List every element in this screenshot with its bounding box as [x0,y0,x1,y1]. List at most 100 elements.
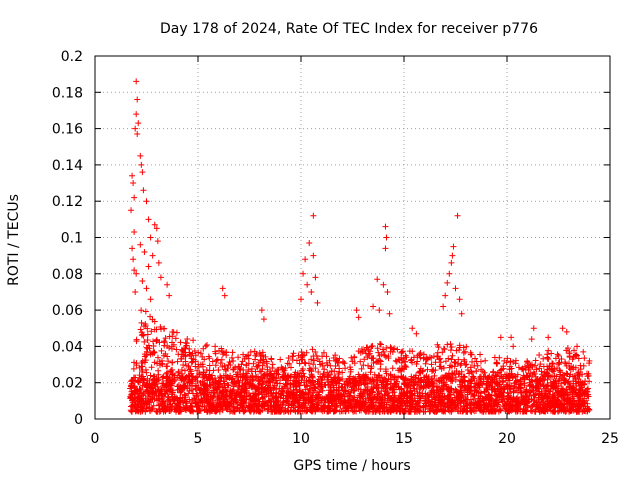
data-point-plus [225,361,232,368]
data-point-plus [502,375,509,382]
data-point-plus [150,402,157,409]
data-point-plus [584,385,591,392]
grid-lines [95,56,610,419]
data-point-plus [299,353,306,359]
data-point-plus [528,361,535,368]
data-point-plus [327,371,334,378]
data-point-plus [396,395,403,402]
data-point-plus [477,378,484,385]
data-point-plus [228,354,235,361]
data-point-plus [218,356,225,363]
data-point-plus [128,391,135,398]
data-point-plus [563,328,570,335]
data-point-plus [411,395,418,402]
data-point-plus [155,376,162,383]
data-point-plus [238,392,245,399]
data-point-plus [472,355,479,362]
data-point-plus [571,347,578,354]
data-point-plus [254,404,261,411]
data-point-plus [310,400,317,407]
data-point-plus [510,343,517,350]
data-point-plus [315,369,322,376]
data-point-plus [328,367,335,374]
data-point-plus [141,389,148,396]
data-point-plus [236,379,243,386]
data-point-plus [456,344,463,351]
data-point-plus [375,387,382,394]
data-point-plus [562,360,569,367]
data-point-plus [339,405,346,412]
data-point-plus [448,344,455,351]
data-point-plus [399,375,406,382]
data-point-plus [173,346,180,353]
data-point-plus [138,319,145,326]
data-point-plus [575,355,582,362]
data-point-plus [500,385,507,392]
data-point-plus [347,401,354,408]
data-point-plus [264,403,271,410]
data-point-plus [168,403,175,410]
data-point-plus [291,374,298,381]
data-point-plus [529,408,536,415]
data-point-plus [367,394,374,401]
data-point-plus [550,398,557,405]
data-point-plus [466,387,473,394]
data-point-plus [435,344,442,351]
data-point-plus [213,357,220,364]
data-point-plus [468,377,475,384]
data-point-plus [353,398,360,405]
data-point-plus [260,316,267,323]
data-point-plus [308,288,315,295]
data-point-plus [158,360,165,367]
data-point-plus [256,380,263,387]
data-point-plus [428,403,435,410]
data-points [127,78,593,415]
data-point-plus [269,379,276,386]
data-point-plus [511,372,518,379]
data-point-plus [219,285,226,292]
data-point-plus [452,376,459,383]
data-point-plus [396,356,403,363]
x-tick-label: 5 [194,431,203,447]
data-point-plus [474,401,481,408]
data-point-plus [255,373,262,380]
data-point-plus [277,356,284,363]
data-point-plus [310,252,317,259]
data-point-plus [145,404,152,411]
data-point-plus [169,339,176,346]
data-point-plus [137,386,144,393]
data-point-plus [496,354,503,361]
data-point-plus [212,348,219,355]
data-point-plus [316,406,323,413]
data-point-plus [370,355,377,362]
data-point-plus [230,380,237,387]
data-point-plus [581,355,588,362]
data-point-plus [421,400,428,407]
data-point-plus [460,349,467,356]
data-point-plus [168,380,175,387]
data-point-plus [144,336,151,343]
data-point-plus [301,359,308,366]
data-point-plus [351,408,358,415]
data-point-plus [530,325,537,332]
data-point-plus [267,402,274,409]
data-point-plus [472,408,479,415]
data-point-plus [312,408,319,415]
data-point-plus [536,365,543,372]
data-point-plus [436,363,443,370]
data-point-plus [504,395,511,402]
data-point-plus [258,353,265,360]
data-point-plus [497,367,504,374]
data-point-plus [135,378,142,385]
data-point-plus [437,403,444,410]
data-point-plus [444,341,451,348]
data-point-plus [129,402,136,409]
data-point-plus [507,385,514,392]
y-tick-label: 0.12 [52,194,83,210]
data-point-plus [285,388,292,395]
data-point-plus [404,383,411,390]
data-point-plus [261,386,268,393]
data-point-plus [206,373,213,380]
data-point-plus [202,406,209,413]
data-point-plus [475,404,482,411]
